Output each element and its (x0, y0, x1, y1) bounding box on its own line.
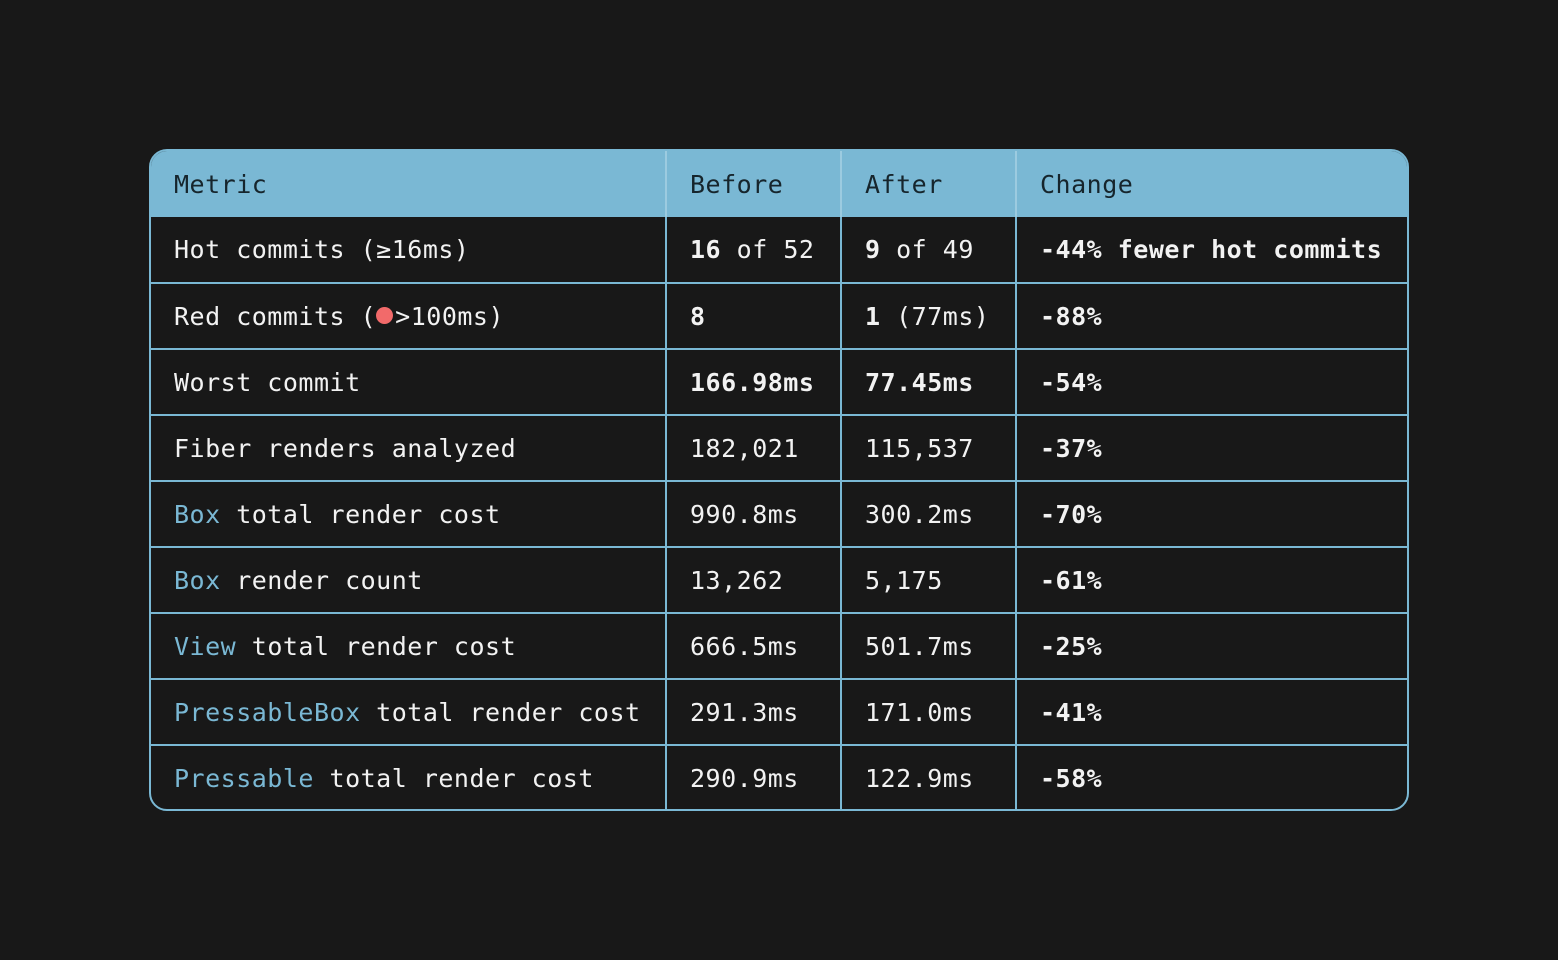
table-body: Hot commits (≥16ms) 16 of 52 9 of 49 -44… (151, 217, 1407, 809)
after-cell: 122.9ms (841, 744, 1017, 809)
before-suffix: of 52 (721, 235, 815, 264)
red-circle-icon (376, 306, 394, 324)
before-cell: 666.5ms (666, 612, 842, 679)
metric-suffix: >100ms) (395, 301, 505, 331)
after-cell: 9 of 49 (841, 217, 1017, 283)
change-cell: -37% (1016, 414, 1407, 481)
metric-cell: Fiber renders analyzed (151, 414, 667, 481)
metric-rest: total render cost (236, 631, 517, 661)
after-cell: 77.45ms (841, 348, 1017, 415)
table-row-view-total: View total render cost 666.5ms 501.7ms -… (151, 612, 1407, 679)
table-row-box-total: Box total render cost 990.8ms 300.2ms -7… (151, 480, 1407, 547)
component-name: PressableBox (174, 697, 361, 727)
table-row-pressablebox-total: PressableBox total render cost 291.3ms 1… (151, 678, 1407, 745)
before-cell: 16 of 52 (666, 217, 842, 283)
component-name: Pressable (174, 764, 314, 793)
metric-prefix: Red commits ( (174, 301, 377, 331)
before-cell: 8 (666, 282, 842, 349)
table-row-worst-commit: Worst commit 166.98ms 77.45ms -54% (151, 348, 1407, 415)
after-cell: 300.2ms (841, 480, 1017, 547)
change-cell: -61% (1016, 546, 1407, 613)
metric-cell: View total render cost (151, 612, 667, 679)
metric-rest: render count (220, 565, 423, 595)
change-cell: -58% (1016, 744, 1407, 809)
after-cell: 5,175 (841, 546, 1017, 613)
header-change: Change (1016, 151, 1407, 217)
metric-rest: total render cost (360, 697, 641, 727)
after-cell: 501.7ms (841, 612, 1017, 679)
header-after: After (841, 151, 1017, 217)
after-cell: 1 (77ms) (841, 282, 1017, 349)
before-value: 16 (690, 235, 722, 264)
metric-cell: Worst commit (151, 348, 667, 415)
table-header: Metric Before After Change (151, 151, 1407, 217)
metric-rest: total render cost (220, 499, 501, 529)
header-before: Before (666, 151, 842, 217)
table-row-pressable-total: Pressable total render cost 290.9ms 122.… (151, 744, 1407, 809)
before-cell: 990.8ms (666, 480, 842, 547)
table-row-hot-commits: Hot commits (≥16ms) 16 of 52 9 of 49 -44… (151, 217, 1407, 283)
after-cell: 115,537 (841, 414, 1017, 481)
table-row-red-commits: Red commits ( >100ms) 8 1 (77ms) -88% (151, 282, 1407, 349)
before-cell: 290.9ms (666, 744, 842, 809)
metric-cell: Box total render cost (151, 480, 667, 547)
change-cell: -41% (1016, 678, 1407, 745)
before-cell: 291.3ms (666, 678, 842, 745)
change-cell: -54% (1016, 348, 1407, 415)
component-name: View (174, 631, 237, 661)
metrics-table-container: Metric Before After Change Hot commits (… (149, 149, 1409, 811)
change-cell: -70% (1016, 480, 1407, 547)
after-value: 9 (865, 235, 881, 264)
component-name: Box (174, 565, 221, 595)
change-cell: -25% (1016, 612, 1407, 679)
table-row-box-count: Box render count 13,262 5,175 -61% (151, 546, 1407, 613)
change-cell: -88% (1016, 282, 1407, 349)
metric-cell: Pressable total render cost (151, 744, 667, 809)
table-row-fiber-renders: Fiber renders analyzed 182,021 115,537 -… (151, 414, 1407, 481)
before-cell: 166.98ms (666, 348, 842, 415)
after-cell: 171.0ms (841, 678, 1017, 745)
before-cell: 13,262 (666, 546, 842, 613)
after-suffix: (77ms) (880, 301, 990, 331)
after-value: 1 (865, 301, 881, 331)
metric-cell: Red commits ( >100ms) (151, 282, 667, 349)
metric-cell: Box render count (151, 546, 667, 613)
metric-cell: Hot commits (≥16ms) (151, 217, 667, 283)
metric-rest: total render cost (313, 764, 594, 793)
after-suffix: of 49 (880, 235, 974, 264)
before-cell: 182,021 (666, 414, 842, 481)
metric-cell: PressableBox total render cost (151, 678, 667, 745)
change-cell: -44% fewer hot commits (1040, 235, 1383, 264)
metrics-comparison-table: Metric Before After Change Hot commits (… (151, 151, 1407, 809)
component-name: Box (174, 499, 221, 529)
header-row: Metric Before After Change (151, 151, 1407, 217)
header-metric: Metric (151, 151, 667, 217)
